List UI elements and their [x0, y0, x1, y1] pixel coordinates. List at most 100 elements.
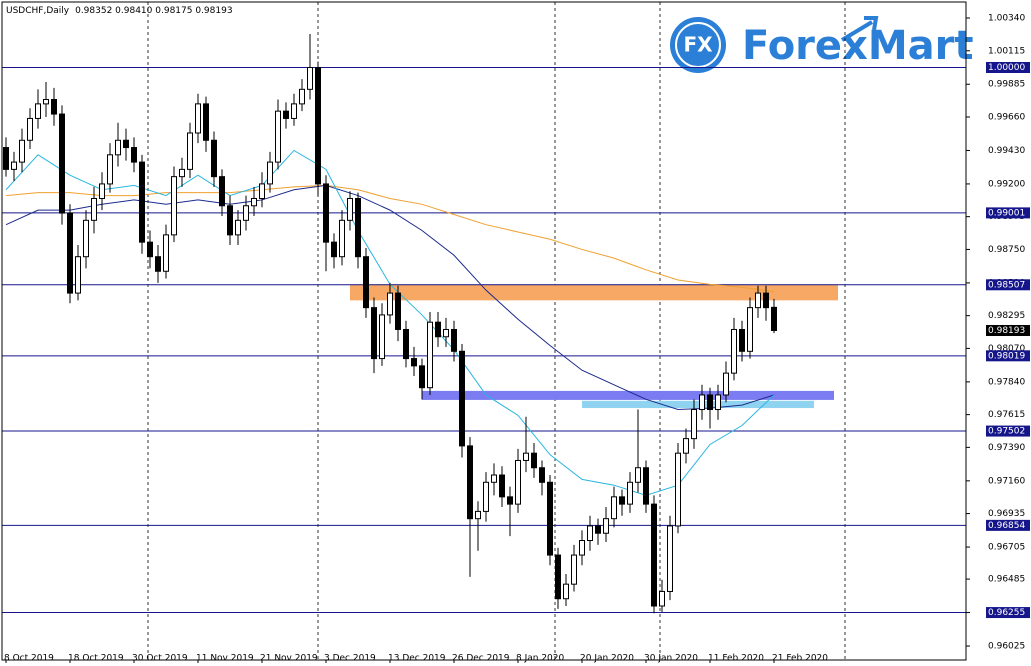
- x-tick-label: 21 Feb 2020: [772, 654, 828, 664]
- candle-body: [339, 219, 345, 258]
- logo-badge: [670, 17, 726, 73]
- candle-body: [763, 292, 769, 309]
- candle-body: [363, 256, 369, 309]
- plot-layer: [2, 34, 966, 614]
- x-tick-label: 3 Dec 2019: [324, 654, 376, 664]
- zone: [422, 390, 834, 400]
- candle-body: [603, 518, 609, 534]
- level-label: 0.97502: [988, 427, 1025, 437]
- candle-body: [755, 292, 761, 309]
- candle-body: [107, 154, 113, 185]
- candle-body: [739, 328, 745, 352]
- candle-body: [219, 176, 225, 207]
- level-label-box: [986, 279, 1030, 291]
- candle-body: [203, 103, 209, 141]
- candle-body: [307, 66, 313, 90]
- level-label: 0.98507: [988, 280, 1025, 290]
- candle-body: [451, 328, 457, 352]
- candle-body: [347, 197, 353, 221]
- candle-body: [587, 525, 593, 542]
- candle-body: [83, 219, 89, 258]
- header-prices: 0.98352 0.98410 0.98175 0.98193: [75, 6, 232, 16]
- candle-body: [43, 99, 49, 105]
- y-tick-label: 0.97160: [988, 476, 1025, 486]
- candle-body: [467, 445, 473, 520]
- candle-body: [611, 496, 617, 520]
- y-tick-label: 0.97390: [988, 443, 1025, 453]
- x-tick-label: 11 Nov 2019: [196, 654, 254, 664]
- candle-body: [75, 256, 81, 294]
- candle-body: [275, 110, 281, 163]
- candle-body: [595, 525, 601, 534]
- x-tick-label: 20 Jan 2020: [580, 654, 634, 664]
- y-tick-label: 0.98295: [988, 311, 1025, 321]
- candle-body: [355, 197, 361, 258]
- y-tick-label: 0.96485: [988, 575, 1025, 585]
- candle-body: [323, 183, 329, 243]
- candle-body: [635, 467, 641, 483]
- candle-body: [507, 496, 513, 505]
- candle-body: [547, 481, 553, 556]
- candle-body: [427, 321, 433, 389]
- y-tick-label: 0.99660: [988, 112, 1025, 122]
- x-tick-label: 11 Feb 2020: [708, 654, 764, 664]
- candle-body: [627, 481, 633, 505]
- chart-header: USDCHF,Daily 0.98352 0.98410 0.98175 0.98…: [6, 6, 233, 16]
- candle-body: [563, 583, 569, 600]
- candle-body: [707, 394, 713, 411]
- x-tick-label: 13 Dec 2019: [388, 654, 446, 664]
- level-label-box: [986, 425, 1030, 437]
- candle-body: [419, 365, 425, 389]
- x-tick-label: 8 Jan 2020: [516, 654, 564, 664]
- candle-body: [371, 307, 377, 360]
- candle-body: [379, 314, 385, 360]
- candle-body: [315, 66, 321, 185]
- candle-body: [731, 328, 737, 374]
- candle-body: [539, 467, 545, 483]
- level-label: 0.98019: [988, 351, 1025, 361]
- candle-body: [115, 139, 121, 156]
- candle-body: [27, 117, 33, 141]
- level-label: 1.00000: [988, 63, 1025, 73]
- candle-body: [403, 328, 409, 360]
- candle-body: [531, 452, 537, 469]
- candle-body: [51, 99, 57, 115]
- candle-body: [435, 321, 441, 338]
- candle-body: [459, 350, 465, 447]
- level-label-box: [986, 207, 1030, 219]
- y-tick-label: 0.97840: [988, 377, 1025, 387]
- y-tick-label: 0.96025: [988, 642, 1025, 652]
- moving-average: [5, 184, 775, 293]
- y-tick-label: 0.97615: [988, 410, 1025, 420]
- level-label-box: [986, 61, 1030, 73]
- candle-body: [195, 103, 201, 134]
- candle-body: [571, 554, 577, 585]
- last-price-box: [986, 324, 1030, 336]
- candle-body: [291, 103, 297, 119]
- y-tick-label: 0.98070: [988, 344, 1025, 354]
- last-price-label: 0.98193: [988, 326, 1025, 336]
- x-tick-label: 18 Oct 2019: [68, 654, 124, 664]
- candle-body: [331, 241, 337, 258]
- candle-body: [771, 306, 777, 331]
- level-label-box: [986, 607, 1030, 619]
- candle-body: [3, 147, 9, 170]
- x-tick-label: 26 Dec 2019: [452, 654, 510, 664]
- plot-frame: [1, 1, 967, 661]
- candle-body: [123, 139, 129, 149]
- candle-body: [235, 219, 241, 236]
- candle-body: [259, 183, 265, 199]
- candle-body: [523, 452, 529, 461]
- zone: [582, 400, 814, 409]
- candle-body: [691, 409, 697, 440]
- level-label: 0.99001: [988, 208, 1025, 218]
- candle-body: [499, 474, 505, 498]
- candle-body: [411, 358, 417, 367]
- candle-body: [395, 292, 401, 330]
- moving-average: [5, 184, 775, 411]
- y-tick-label: 0.99430: [988, 146, 1025, 156]
- candle-body: [147, 241, 153, 258]
- candle-body: [475, 510, 481, 520]
- candle-body: [491, 474, 497, 483]
